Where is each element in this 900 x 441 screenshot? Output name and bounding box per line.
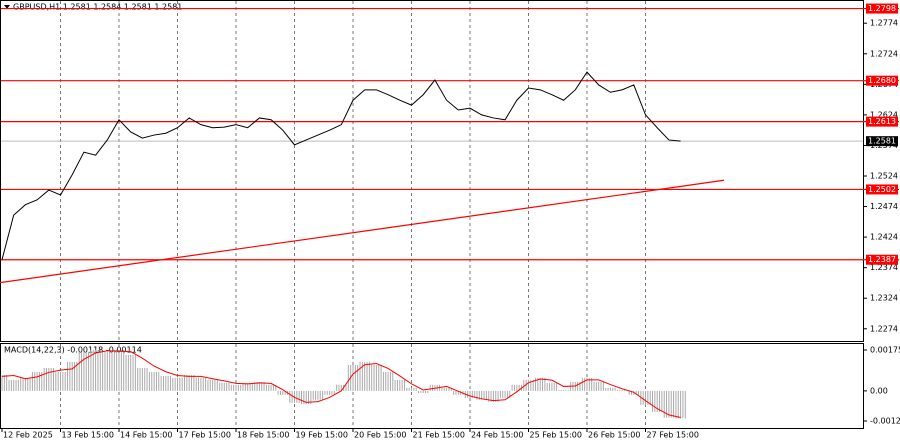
level-label: 1.2680: [868, 76, 896, 85]
level-label: 1.2613: [868, 117, 896, 126]
trendline: [0, 179, 725, 284]
x-tick-label: 26 Feb 15:00: [588, 431, 640, 440]
y-tick-label: 0.00175: [870, 346, 900, 355]
x-tick-label: 27 Feb 15:00: [647, 431, 699, 440]
x-tick-label: 18 Feb 15:00: [237, 431, 289, 440]
y-tick-label: 1.2724: [870, 49, 898, 58]
x-tick-label: 20 Feb 15:00: [354, 431, 406, 440]
chart-title: GBPUSD,H1 1.2581 1.2584 1.2581 1.2581: [13, 3, 182, 12]
x-tick-label: 17 Feb 15:00: [179, 431, 231, 440]
last-price-label: 1.2581: [868, 137, 896, 146]
macd-title: MACD(14,22,3) -0.00118 -0.00114: [4, 346, 142, 355]
x-tick-label: 13 Feb 15:00: [62, 431, 114, 440]
x-tick-label: 12 Feb 2025: [3, 431, 53, 440]
y-tick-label: -0.00129: [870, 416, 900, 425]
level-box: [866, 184, 898, 195]
level-label: 1.2502: [868, 185, 896, 194]
level-label: 1.2387: [868, 255, 896, 264]
y-tick-label: 1.2324: [870, 294, 898, 303]
last-price-box: [866, 136, 898, 147]
y-tick-label: 1.2774: [870, 19, 898, 28]
x-tick-label: 19 Feb 15:00: [296, 431, 348, 440]
level-label: 1.2798: [868, 4, 896, 13]
x-tick-label: 14 Feb 15:00: [120, 431, 172, 440]
x-tick-label: 21 Feb 15:00: [413, 431, 465, 440]
price-line: [1, 71, 681, 260]
level-box: [866, 3, 898, 14]
macd-frame: [0, 343, 864, 429]
level-box: [866, 254, 898, 265]
y-tick-label: 1.2424: [870, 233, 898, 242]
level-box: [866, 75, 898, 86]
title-icon: [4, 5, 10, 9]
main-frame: [0, 0, 864, 342]
x-tick-label: 24 Feb 15:00: [471, 431, 523, 440]
y-tick-label: 1.2374: [870, 263, 898, 272]
signal-line: [1, 350, 681, 418]
x-tick-label: 25 Feb 15:00: [530, 431, 582, 440]
y-tick-label: 1.2274: [870, 324, 898, 333]
y-tick-label: 1.2624: [870, 110, 898, 119]
y-tick-label: 1.2524: [870, 172, 898, 181]
level-box: [866, 116, 898, 127]
y-tick-label: 1.2474: [870, 202, 898, 211]
y-tick-label: 0.00: [870, 386, 888, 395]
